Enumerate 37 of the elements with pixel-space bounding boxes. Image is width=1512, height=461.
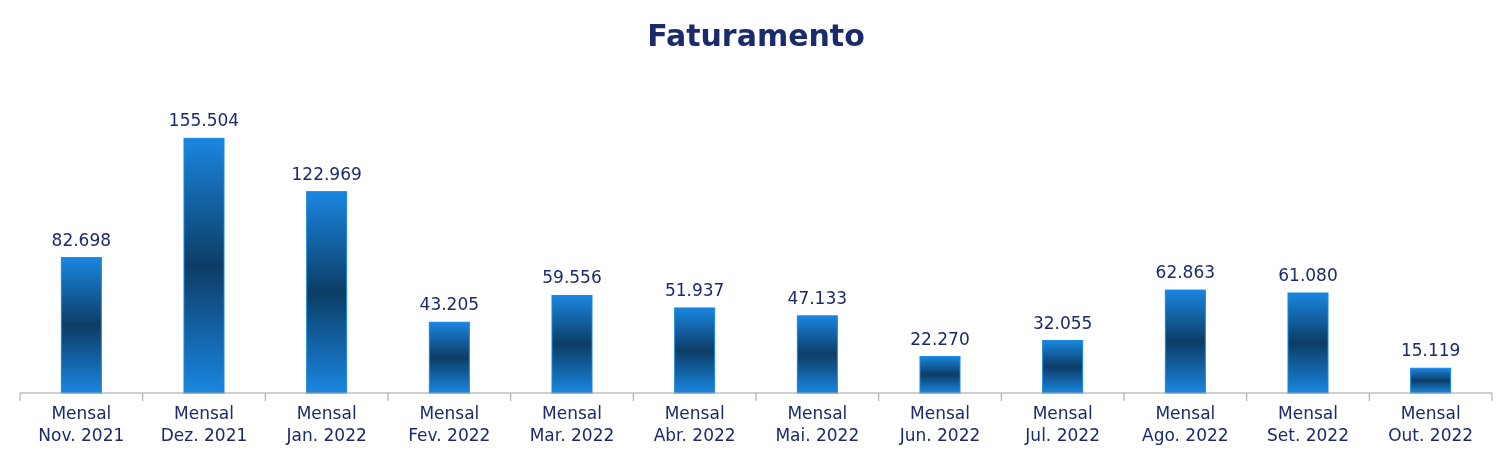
bar [428,321,470,394]
bar [60,257,102,394]
data-label: 43.205 [419,294,480,315]
x-tick-label: Mensal Jun. 2022 [898,403,981,445]
x-tick-label: Mensal Out. 2022 [1388,403,1474,445]
data-label: 59.556 [542,267,602,288]
x-tick-label: Mensal Fev. 2022 [408,403,491,445]
data-label: 47.133 [787,287,848,308]
bar [1164,289,1206,394]
x-tick-label: Mensal Jul. 2022 [1024,403,1100,445]
data-label: 61.080 [1278,264,1338,285]
chart-title: Faturamento [647,18,865,53]
x-tick-label: Mensal Abr. 2022 [653,403,736,445]
bar [551,294,593,394]
bar [306,191,348,394]
data-label: 122.969 [291,163,362,184]
data-label: 22.270 [910,328,970,349]
data-label: 155.504 [168,110,240,131]
bar [1287,292,1329,394]
bar [919,356,961,394]
x-tick-label: Mensal Nov. 2021 [38,403,125,445]
bar [674,307,716,394]
x-tick-label: Mensal Set. 2022 [1267,403,1349,445]
x-tick-label: Mensal Dez. 2021 [160,403,248,445]
x-tick-label: Mensal Mar. 2022 [529,403,615,445]
data-label: 51.937 [664,279,725,300]
bar [796,315,838,394]
data-label: 62.863 [1155,262,1216,283]
x-tick-label: Mensal Ago. 2022 [1142,403,1229,445]
bar [183,137,225,394]
x-tick-label: Mensal Mai. 2022 [775,403,860,445]
data-label: 32.055 [1032,312,1093,333]
x-tick-label: Mensal Jan. 2022 [285,403,367,445]
data-label: 82.698 [51,229,112,250]
bar [1042,340,1084,394]
bar [1410,367,1452,394]
data-label: 15.119 [1400,340,1461,361]
